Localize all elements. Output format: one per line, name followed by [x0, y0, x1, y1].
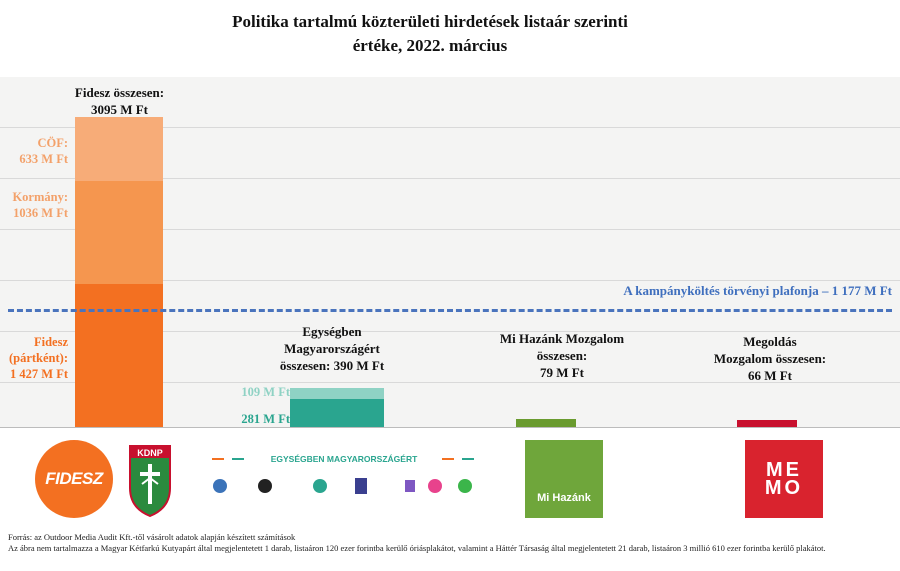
fidesz-party-label: Fidesz (pártként): 1 427 M Ft — [0, 334, 68, 382]
gridline — [0, 331, 900, 332]
memo-logo: MEMO — [745, 440, 823, 518]
eme-logo: EGYSÉGBEN MAGYARORSZÁGÉRT — [212, 454, 474, 494]
gridline — [0, 127, 900, 128]
campaign-limit-line — [8, 309, 892, 313]
label-line: Fidesz összesen: — [74, 85, 165, 100]
bar-memo — [737, 420, 797, 427]
bar-mihazank — [516, 419, 576, 427]
fidesz-logo: FIDESZ — [35, 440, 113, 518]
label-line: 1 427 M Ft — [10, 367, 68, 381]
eme-total-label: Egységben Magyarországért összesen: 390 … — [262, 323, 402, 374]
footnote-line: Az ábra nem tartalmazza a Magyar Kétfark… — [8, 543, 826, 553]
gridline — [0, 178, 900, 179]
government-label: Kormány: 1036 M Ft — [0, 189, 68, 221]
chart-title: Politika tartalmú közterületi hirdetések… — [0, 10, 860, 58]
label-line: Mozgalom összesen: — [713, 351, 827, 366]
party-logos: FIDESZ KDNP EGYSÉGBEN MAGYARORSZÁGÉRT Mi… — [0, 430, 900, 520]
bar-fidesz-party — [75, 284, 163, 427]
bar-eme-lower — [290, 398, 384, 427]
campaign-limit-label: A kampányköltés törvényi plafonja – 1 17… — [623, 283, 892, 298]
mihazank-logo: Mi Hazánk — [525, 440, 603, 518]
label-line: Mi Hazánk Mozgalom — [499, 331, 625, 346]
memo-total-label: Megoldás Mozgalom összesen: 66 M Ft — [695, 333, 845, 384]
label-line: Megoldás — [743, 334, 797, 349]
logo-text: Mi Hazánk — [537, 492, 591, 504]
gridline — [0, 280, 900, 281]
eme-281-label: 281 M Ft — [241, 412, 290, 426]
footnote: Forrás: az Outdoor Media Audit Kft.-től … — [8, 532, 893, 554]
label-line: CÖF: — [37, 136, 68, 150]
svg-text:EGYSÉGBEN MAGYARORSZÁGÉRT: EGYSÉGBEN MAGYARORSZÁGÉRT — [271, 454, 418, 464]
bar-eme-upper — [290, 388, 384, 399]
kdnp-logo: KDNP — [129, 445, 171, 518]
label-line: 3095 M Ft — [90, 102, 149, 117]
fidesz-total-label: Fidesz összesen: 3095 M Ft — [62, 84, 177, 118]
mihazank-total-label: Mi Hazánk Mozgalom összesen: 79 M Ft — [477, 330, 647, 381]
label-line: Magyarországért — [284, 341, 380, 356]
gridline — [0, 382, 900, 383]
footnote-line: Forrás: az Outdoor Media Audit Kft.-től … — [8, 532, 296, 542]
label-line: 79 M Ft — [539, 365, 585, 380]
bar-fidesz-cof — [75, 117, 163, 181]
label-line: Egységben — [302, 324, 362, 339]
label-line: Fidesz — [33, 335, 68, 349]
label-line: Kormány: — [12, 190, 68, 204]
label-line: 1036 M Ft — [13, 206, 68, 220]
cof-label: CÖF: 633 M Ft — [0, 135, 68, 167]
logo-text: FIDESZ — [45, 469, 103, 488]
bar-fidesz-government — [75, 180, 163, 285]
eme-109-label: 109 M Ft — [241, 385, 290, 399]
logo-text: MEMO — [764, 459, 804, 499]
label-line: 66 M Ft — [747, 368, 793, 383]
title-line-2: értéke, 2022. március — [352, 36, 508, 55]
label-line: (pártként): — [8, 351, 68, 365]
title-line-1: Politika tartalmú közterületi hirdetések… — [232, 12, 628, 31]
svg-text:KDNP: KDNP — [137, 448, 163, 458]
plot-area — [0, 77, 900, 428]
label-line: 633 M Ft — [19, 152, 68, 166]
label-line: összesen: — [536, 348, 588, 363]
gridline — [0, 229, 900, 230]
label-line: összesen: 390 M Ft — [279, 358, 385, 373]
